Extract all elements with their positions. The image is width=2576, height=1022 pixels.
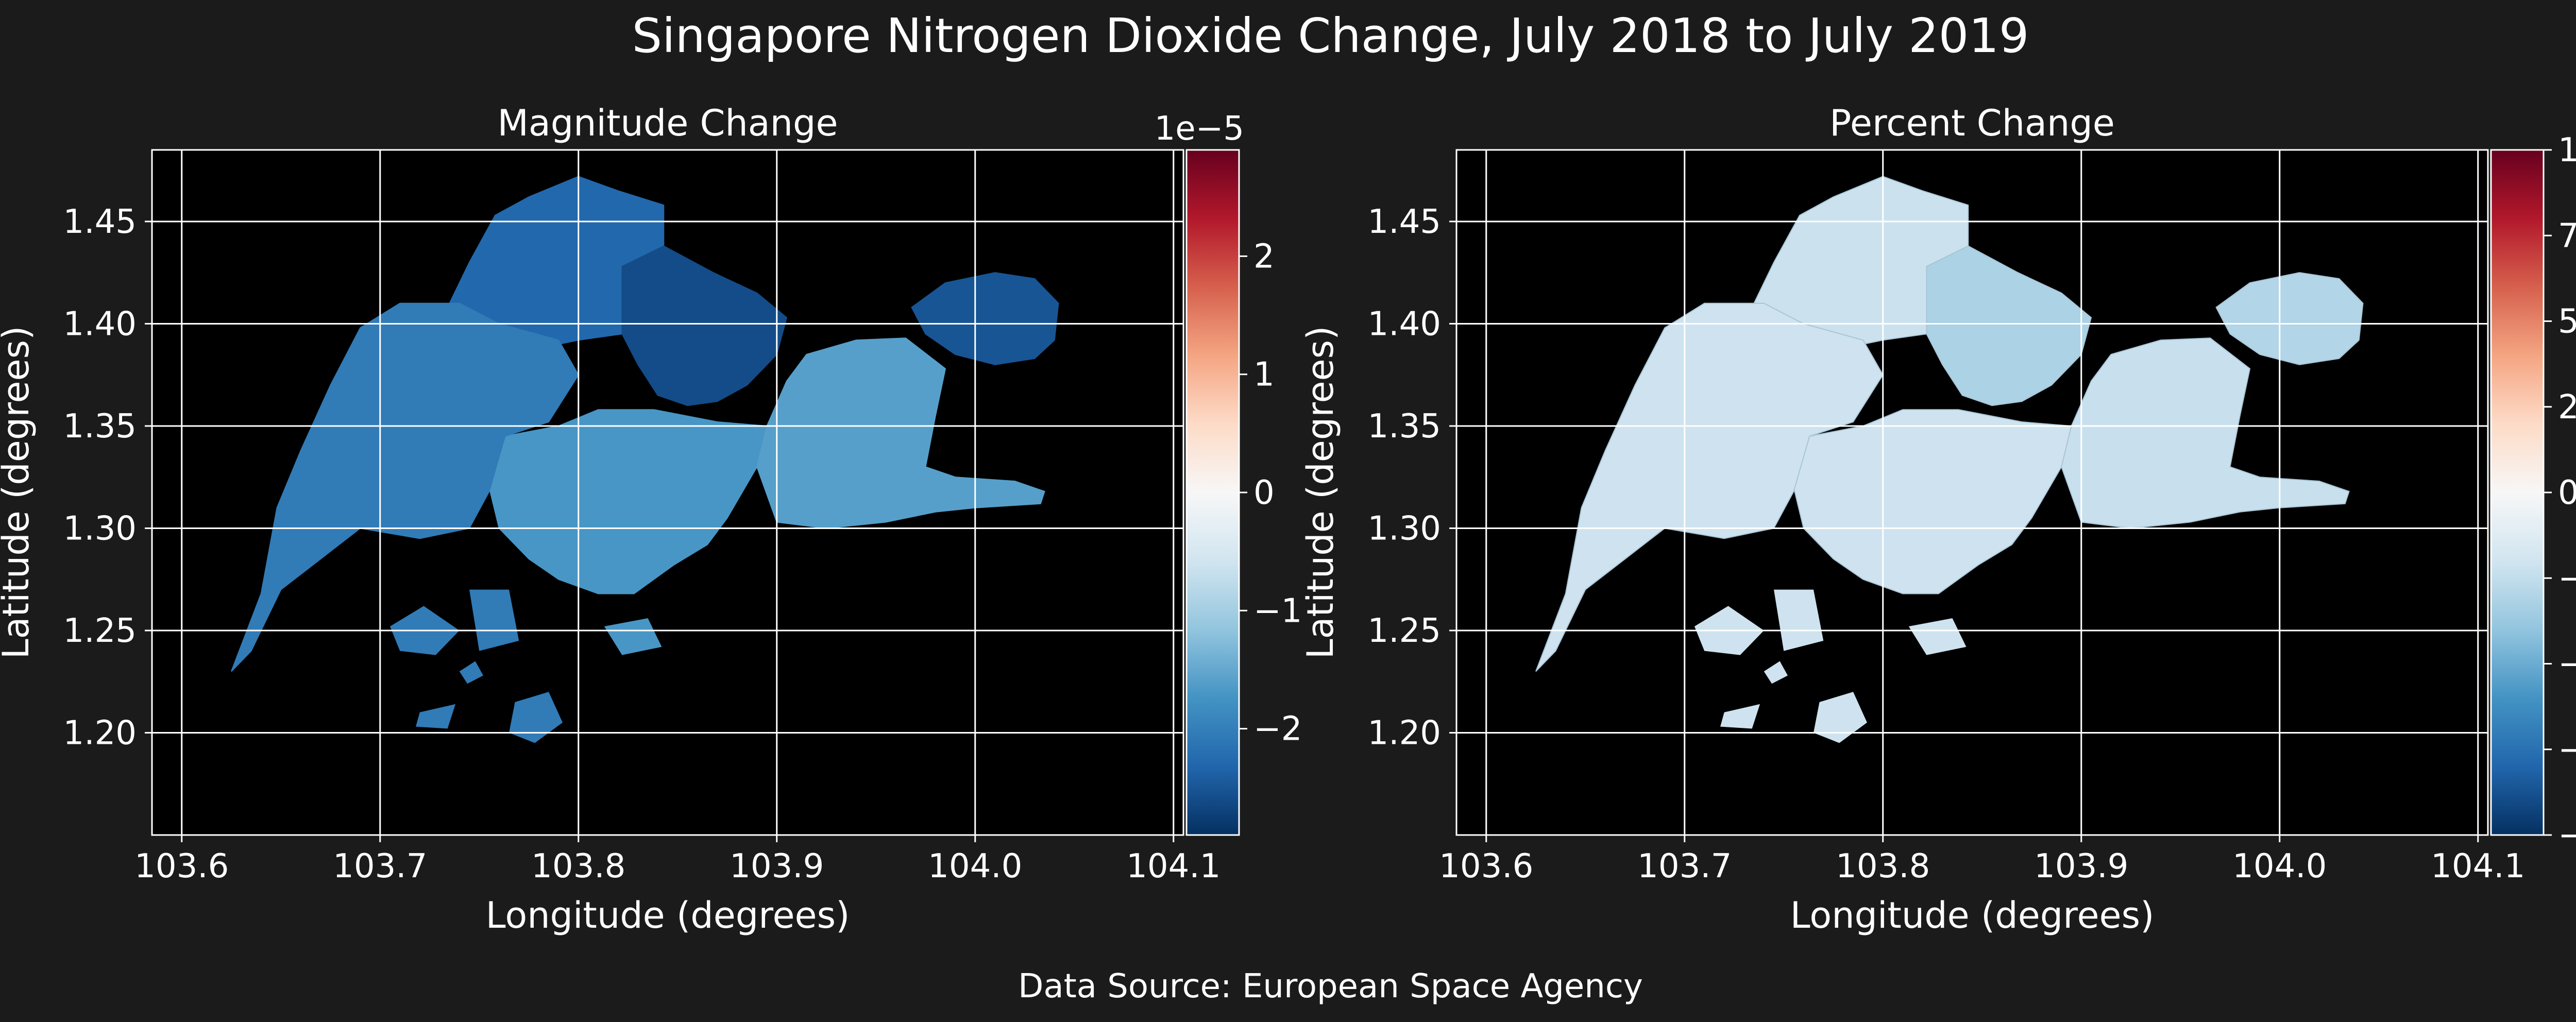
x-tick-label: 103.8	[531, 847, 625, 885]
y-tick-label: 1.30	[1368, 509, 1442, 548]
colorbar-offset-label: 1e−5	[1155, 110, 1244, 148]
x-axis-label: Longitude (degrees)	[1790, 894, 2155, 936]
region-pulau-tekong	[2215, 272, 2364, 365]
colorbar-tick-label: −2	[1253, 710, 1302, 748]
x-tick-label: 103.8	[1836, 847, 1930, 885]
axes-frame	[1455, 149, 2489, 836]
figure-title: Singapore Nitrogen Dioxide Change, July …	[632, 8, 2029, 63]
islet	[1774, 589, 1824, 651]
region-pulau-tekong	[911, 272, 1059, 365]
region-central	[1793, 409, 2072, 594]
x-tick-label: 103.7	[1637, 847, 1732, 885]
colorbar-tick-label: −50	[2558, 645, 2576, 684]
colorbar-tick-label: −75	[2558, 731, 2576, 769]
x-tick-label: 103.7	[333, 847, 427, 885]
x-tick-label: 104.0	[928, 847, 1022, 885]
subplot-title: Percent Change	[1829, 102, 2115, 144]
x-tick-label: 104.1	[1126, 847, 1221, 885]
islet	[416, 704, 456, 729]
islet	[469, 589, 519, 651]
data-source-note: Data Source: European Space Agency	[1018, 967, 1643, 1006]
colorbar-tick-label: 1	[1253, 356, 1275, 394]
islet	[1764, 661, 1788, 684]
colorbar-tick-label: 2	[1253, 237, 1275, 276]
x-tick-label: 104.0	[2232, 847, 2327, 885]
islet	[1720, 704, 1760, 729]
colorbar-tick-label: 0	[1253, 474, 1275, 512]
y-tick-label: 1.35	[1368, 407, 1442, 446]
x-tick-label: 103.6	[1439, 847, 1533, 885]
y-tick-label: 1.35	[63, 407, 137, 446]
y-axis-label: Latitude (degrees)	[0, 326, 37, 659]
islet	[459, 661, 483, 684]
colorbar-tick-label: 100	[2558, 131, 2576, 169]
axes-frame	[151, 149, 1184, 836]
islet	[509, 692, 563, 743]
colorbar-tick-label: 50	[2558, 303, 2576, 341]
islet	[604, 618, 662, 655]
x-tick-label: 103.6	[134, 847, 229, 885]
islet	[1908, 618, 1967, 655]
colorbar-tick-label: −25	[2558, 559, 2576, 598]
y-tick-label: 1.45	[1368, 203, 1442, 241]
y-tick-label: 1.40	[63, 305, 137, 343]
colorbar-tick-label: 25	[2558, 388, 2576, 427]
x-axis-label: Longitude (degrees)	[486, 894, 850, 936]
x-tick-label: 103.9	[2034, 847, 2128, 885]
y-tick-label: 1.30	[63, 509, 137, 548]
y-tick-label: 1.25	[63, 612, 137, 650]
colorbar	[2490, 149, 2545, 836]
colorbar-tick-label: −1	[1253, 592, 1302, 630]
colorbar-tick-label: −100	[2558, 816, 2576, 855]
y-tick-label: 1.45	[63, 203, 137, 241]
x-tick-label: 103.9	[730, 847, 824, 885]
subplot-title: Magnitude Change	[497, 102, 838, 144]
y-tick-label: 1.20	[1368, 714, 1442, 752]
colorbar-tick-label: 0	[2558, 474, 2576, 512]
region-central	[488, 409, 768, 594]
y-axis-label: Latitude (degrees)	[1299, 326, 1342, 659]
y-tick-label: 1.40	[1368, 305, 1442, 343]
y-tick-label: 1.25	[1368, 612, 1442, 650]
x-tick-label: 104.1	[2431, 847, 2525, 885]
y-tick-label: 1.20	[63, 714, 137, 752]
colorbar-tick-label: 75	[2558, 217, 2576, 255]
islet	[1814, 692, 1867, 743]
